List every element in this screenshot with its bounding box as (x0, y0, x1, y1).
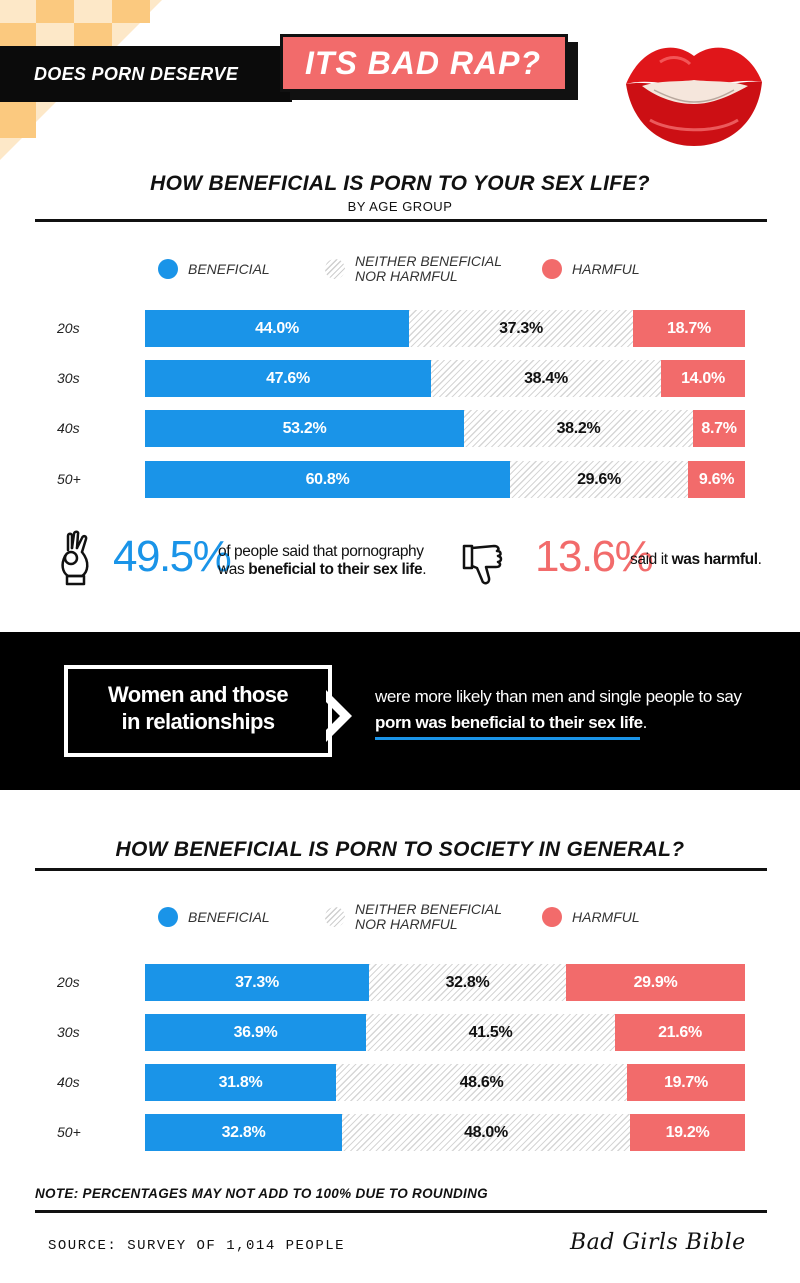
callout-box-line1: Women and those (107, 682, 289, 707)
lips-icon (626, 47, 762, 146)
footer-rule (35, 1210, 767, 1213)
stat-beneficial-line2-pre: was (218, 561, 249, 578)
chart2-bar-beneficial: 36.9% (145, 1014, 366, 1051)
legend-harmful-label: HARMFUL (572, 261, 640, 277)
callout-box (64, 665, 332, 757)
legend2-beneficial: BENEFICIAL (158, 907, 270, 927)
checker-pattern (0, 0, 162, 160)
stat-harmful-bold: was harmful (671, 551, 758, 568)
header-title-part2: ITS BAD RAP? (305, 45, 541, 81)
callout-text-line1: were more likely than men and single peo… (375, 687, 742, 706)
legend2-neither: NEITHER BENEFICIAL NOR HARMFUL (325, 902, 502, 932)
chart1-bar-beneficial: 53.2% (145, 410, 464, 447)
chart1-bar-harmful: 14.0% (661, 360, 745, 397)
stat-beneficial-line2-bold: beneficial to their sex life (248, 561, 423, 578)
chart1-bar-neither: 37.3% (409, 310, 633, 347)
legend2-beneficial-label: BENEFICIAL (188, 909, 270, 925)
legend2-neither-line1: NEITHER BENEFICIAL (355, 901, 503, 917)
legend2-neither-swatch (325, 907, 345, 927)
chart2-bar-beneficial: 37.3% (145, 964, 369, 1001)
chart2-bar-beneficial: 31.8% (145, 1064, 336, 1101)
chart1-bar-neither: 29.6% (510, 461, 688, 498)
legend2-harmful-swatch (542, 907, 562, 927)
chart1-bar-harmful: 18.7% (633, 310, 745, 347)
chart1-row-label: 50+ (57, 471, 81, 487)
stat-harmful-post: . (757, 551, 762, 568)
chart1-bar-neither: 38.4% (431, 360, 661, 397)
legend-harmful: HARMFUL (542, 259, 640, 279)
legend-beneficial-swatch (158, 259, 178, 279)
callout-text-line2-post: . (642, 713, 648, 732)
legend-neither-line2: NOR HARMFUL (355, 268, 458, 284)
stat-beneficial-line1: of people said that pornography (218, 543, 424, 560)
brand-logo: Bad Girls Bible (570, 1230, 746, 1255)
legend-neither-label: NEITHER BENEFICIAL NOR HARMFUL (355, 254, 502, 284)
chart2-title: HOW BENEFICIAL IS PORN TO SOCIETY IN GEN… (115, 838, 685, 861)
legend2-neither-line2: NOR HARMFUL (355, 916, 458, 932)
callout-band (0, 632, 800, 790)
chart2-row-label: 50+ (57, 1124, 81, 1140)
callout-box-text: Women and those in relationships (64, 681, 332, 735)
callout-text: were more likely than men and single peo… (375, 684, 742, 736)
legend2-harmful-label: HARMFUL (572, 909, 640, 925)
thumbs-down-icon (462, 544, 503, 585)
chart2-rule (35, 868, 767, 871)
stat-beneficial-value: 49.5% (113, 532, 232, 581)
chart2-bar-harmful: 29.9% (566, 964, 745, 1001)
legend-beneficial-label: BENEFICIAL (188, 261, 270, 277)
legend2-harmful: HARMFUL (542, 907, 640, 927)
legend2-beneficial-swatch (158, 907, 178, 927)
header-title-right: ITS BAD RAP? (280, 34, 568, 92)
chart2-bar-neither: 41.5% (366, 1014, 615, 1051)
chart1-bar-beneficial: 60.8% (145, 461, 510, 498)
chart2-bar-harmful: 19.7% (627, 1064, 745, 1101)
chart1-rule (35, 219, 767, 222)
callout-box-line2: in relationships (121, 709, 276, 734)
chart1-subtitle: BY AGE GROUP (347, 199, 453, 214)
chart2-bar-harmful: 19.2% (630, 1114, 745, 1151)
chart2-row-label: 40s (57, 1074, 80, 1090)
chart1-bar-harmful: 9.6% (688, 461, 745, 498)
chart2-bar-neither: 48.0% (342, 1114, 630, 1151)
legend-neither: NEITHER BENEFICIAL NOR HARMFUL (325, 254, 502, 284)
chart1-bar-beneficial: 44.0% (145, 310, 409, 347)
source-text: SOURCE: SURVEY OF 1,014 PEOPLE (48, 1238, 346, 1254)
chart1-row-label: 20s (57, 320, 80, 336)
chart2-bar-neither: 48.6% (336, 1064, 627, 1101)
chart1-row-label: 40s (57, 420, 80, 436)
chart2-bar-neither: 32.8% (369, 964, 566, 1001)
chart2-bar-harmful: 21.6% (615, 1014, 745, 1051)
legend-harmful-swatch (542, 259, 562, 279)
chart1-bar-beneficial: 47.6% (145, 360, 431, 397)
ok-hand-icon (61, 530, 89, 586)
stat-harmful-value: 13.6% (535, 532, 654, 581)
chart2-row-label: 20s (57, 974, 80, 990)
chart2-bar-beneficial: 32.8% (145, 1114, 342, 1151)
legend-beneficial: BENEFICIAL (158, 259, 270, 279)
legend2-neither-label: NEITHER BENEFICIAL NOR HARMFUL (355, 902, 502, 932)
chart1-bar-neither: 38.2% (464, 410, 693, 447)
chart2-row-label: 30s (57, 1024, 80, 1040)
footnote: NOTE: PERCENTAGES MAY NOT ADD TO 100% DU… (35, 1186, 488, 1201)
legend-neither-swatch (325, 259, 345, 279)
stat-beneficial-line2-post: . (422, 561, 427, 578)
callout-text-line2-bold: porn was beneficial to their sex life (375, 713, 643, 732)
chart1-bar-harmful: 8.7% (693, 410, 745, 447)
stat-beneficial-text: of people said that pornography was bene… (218, 543, 427, 579)
callout-arrow-icon (326, 690, 352, 742)
header-title-part1: DOES PORN DESERVE (34, 64, 239, 84)
stat-harmful-text: said it was harmful. (630, 551, 762, 569)
chart1-title: HOW BENEFICIAL IS PORN TO YOUR SEX LIFE? (150, 172, 650, 195)
header-title-left: DOES PORN DESERVE (0, 46, 292, 102)
stat-harmful-pre: said it (630, 551, 672, 568)
chart1-row-label: 30s (57, 370, 80, 386)
legend-neither-line1: NEITHER BENEFICIAL (355, 253, 503, 269)
callout-underline (375, 737, 640, 740)
